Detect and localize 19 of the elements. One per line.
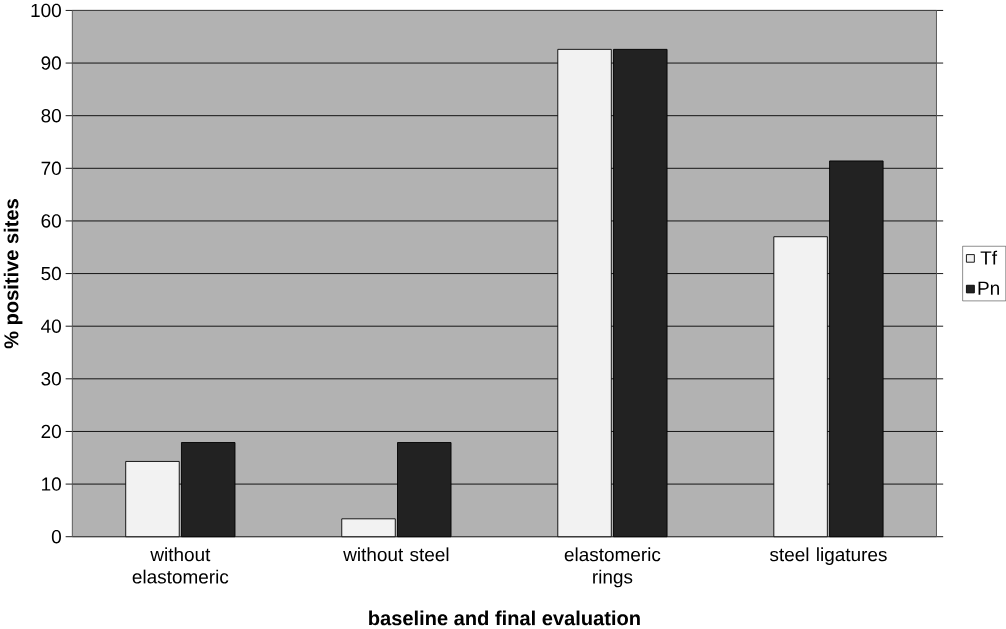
legend-label: Tf xyxy=(980,250,998,265)
y-tick-label: 100 xyxy=(31,3,61,18)
y-axis-title: % positive sites xyxy=(3,199,23,349)
y-tick-label: 40 xyxy=(41,319,61,333)
x-tick-label: steel ligatures xyxy=(769,547,887,565)
y-tick-label: 10 xyxy=(42,477,61,491)
x-tick-label: without elastomeric xyxy=(132,547,229,584)
y-tick-label: 70 xyxy=(41,161,61,176)
y-tick-label: 0 xyxy=(51,529,61,544)
y-tick-label: 80 xyxy=(41,108,61,123)
y-tick-label: 60 xyxy=(41,214,61,228)
y-tick-label: 30 xyxy=(41,372,61,386)
x-tick-label: elastomeric rings xyxy=(564,547,661,588)
legend-label: Pn xyxy=(978,281,999,295)
x-axis-title: baseline and final evaluation xyxy=(369,610,640,626)
y-tick-label: 50 xyxy=(41,266,61,281)
x-tick-label: without steel xyxy=(343,547,449,562)
y-tick-label: 20 xyxy=(41,424,61,439)
y-tick-label: 90 xyxy=(41,56,61,70)
